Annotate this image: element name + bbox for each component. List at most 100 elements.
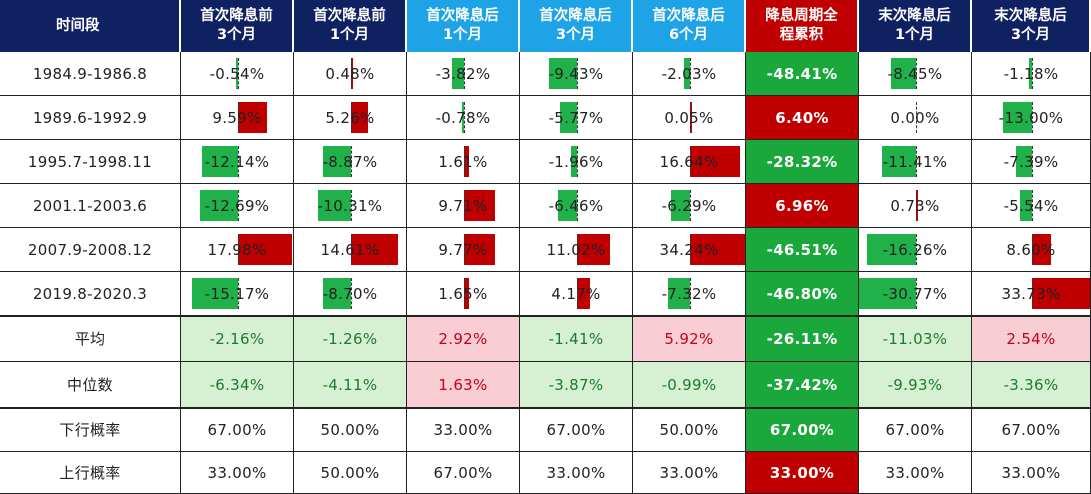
value-cell: 2.54% — [972, 316, 1091, 362]
value-text: -3.87% — [548, 375, 604, 394]
positive-bar — [1032, 278, 1090, 309]
zero-axis — [1032, 146, 1033, 177]
value-cell: 0.05% — [633, 96, 746, 140]
zero-axis — [238, 146, 239, 177]
value-cell: -30.77% — [859, 272, 972, 316]
row-label-text: 2007.9-2008.12 — [27, 240, 153, 259]
negative-bar — [1003, 102, 1032, 133]
negative-bar — [451, 58, 464, 89]
value-text: 33.00% — [885, 463, 945, 482]
value-text: 2.54% — [1006, 329, 1056, 348]
negative-bar — [668, 278, 690, 309]
value-text: -0.54% — [209, 64, 265, 83]
value-text: 5.26% — [325, 108, 375, 127]
negative-bar — [881, 146, 916, 177]
value-text: -0.78% — [435, 108, 491, 127]
value-text: 11.02% — [546, 240, 606, 259]
value-cell: 1.61% — [407, 140, 520, 184]
value-text: -6.46% — [548, 196, 604, 215]
value-cell: 50.00% — [294, 452, 407, 494]
value-cell: -1.26% — [294, 316, 407, 362]
value-cell: 33.00% — [633, 452, 746, 494]
value-text: 0.00% — [890, 108, 940, 127]
row-label: 中位数 — [0, 362, 181, 408]
value-cell: 50.00% — [294, 408, 407, 452]
column-header: 首次降息后 1个月 — [407, 0, 520, 52]
value-cell: -9.43% — [520, 52, 633, 96]
value-cell: -5.54% — [972, 184, 1091, 228]
value-cell: 33.00% — [972, 452, 1091, 494]
zero-axis — [577, 58, 578, 89]
value-text: 67.00% — [1001, 420, 1061, 439]
value-cell: 6.96% — [746, 184, 859, 228]
value-text: -6.34% — [209, 375, 265, 394]
zero-axis — [351, 102, 352, 133]
value-cell: 67.00% — [972, 408, 1091, 452]
value-text: 33.00% — [659, 463, 719, 482]
value-text: 8.60% — [1006, 240, 1056, 259]
zero-axis — [916, 102, 917, 133]
value-cell: -9.93% — [859, 362, 972, 408]
value-text: -1.41% — [548, 329, 604, 348]
value-text: -48.41% — [766, 64, 838, 83]
value-cell: 9.77% — [407, 228, 520, 272]
value-text: -12.69% — [204, 196, 270, 215]
value-text: 67.00% — [546, 420, 606, 439]
row-label-text: 1984.9-1986.8 — [32, 64, 148, 83]
zero-axis — [577, 146, 578, 177]
value-text: -8.70% — [322, 284, 378, 303]
negative-bar — [323, 278, 351, 309]
value-cell: 33.00% — [746, 452, 859, 494]
value-cell: -3.36% — [972, 362, 1091, 408]
value-text: -1.18% — [1003, 64, 1059, 83]
zero-axis — [690, 102, 691, 133]
zero-axis — [916, 278, 917, 309]
value-cell: 5.92% — [633, 316, 746, 362]
zero-axis — [577, 102, 578, 133]
zero-axis — [464, 190, 465, 221]
value-cell: -13.00% — [972, 96, 1091, 140]
zero-axis — [351, 146, 352, 177]
value-text: -16.26% — [882, 240, 948, 259]
value-text: 5.92% — [664, 329, 714, 348]
value-cell: 0.00% — [859, 96, 972, 140]
value-cell: 8.60% — [972, 228, 1091, 272]
value-text: 33.00% — [207, 463, 267, 482]
positive-bar — [577, 234, 611, 265]
row-label: 2001.1-2003.6 — [0, 184, 181, 228]
value-text: 67.00% — [207, 420, 267, 439]
value-text: -9.93% — [887, 375, 943, 394]
negative-bar — [461, 102, 464, 133]
value-text: 4.17% — [551, 284, 601, 303]
value-cell: -4.11% — [294, 362, 407, 408]
value-cell: 1.63% — [407, 362, 520, 408]
value-text: -4.11% — [322, 375, 378, 394]
zero-axis — [577, 278, 578, 309]
negative-bar — [192, 278, 238, 309]
negative-bar — [318, 190, 351, 221]
value-text: 67.00% — [885, 420, 945, 439]
value-cell: -6.34% — [181, 362, 294, 408]
value-cell: 0.48% — [294, 52, 407, 96]
value-text: 34.24% — [659, 240, 719, 259]
positive-bar — [464, 190, 496, 221]
value-text: -46.51% — [766, 240, 838, 259]
value-cell: -37.42% — [746, 362, 859, 408]
value-cell: 33.00% — [859, 452, 972, 494]
positive-bar — [464, 234, 496, 265]
row-label-text: 上行概率 — [59, 464, 121, 482]
negative-bar — [1019, 190, 1032, 221]
row-label-text: 2019.8-2020.3 — [32, 284, 148, 303]
value-text: -30.77% — [882, 284, 948, 303]
value-text: 67.00% — [769, 420, 835, 439]
value-text: -13.00% — [998, 108, 1064, 127]
row-label: 2007.9-2008.12 — [0, 228, 181, 272]
negative-bar — [867, 234, 916, 265]
row-label: 1989.6-1992.9 — [0, 96, 181, 140]
value-text: 33.00% — [769, 463, 835, 482]
row-label: 下行概率 — [0, 408, 181, 452]
zero-axis — [916, 58, 917, 89]
positive-bar — [577, 278, 590, 309]
row-label-text: 1989.6-1992.9 — [32, 108, 148, 127]
